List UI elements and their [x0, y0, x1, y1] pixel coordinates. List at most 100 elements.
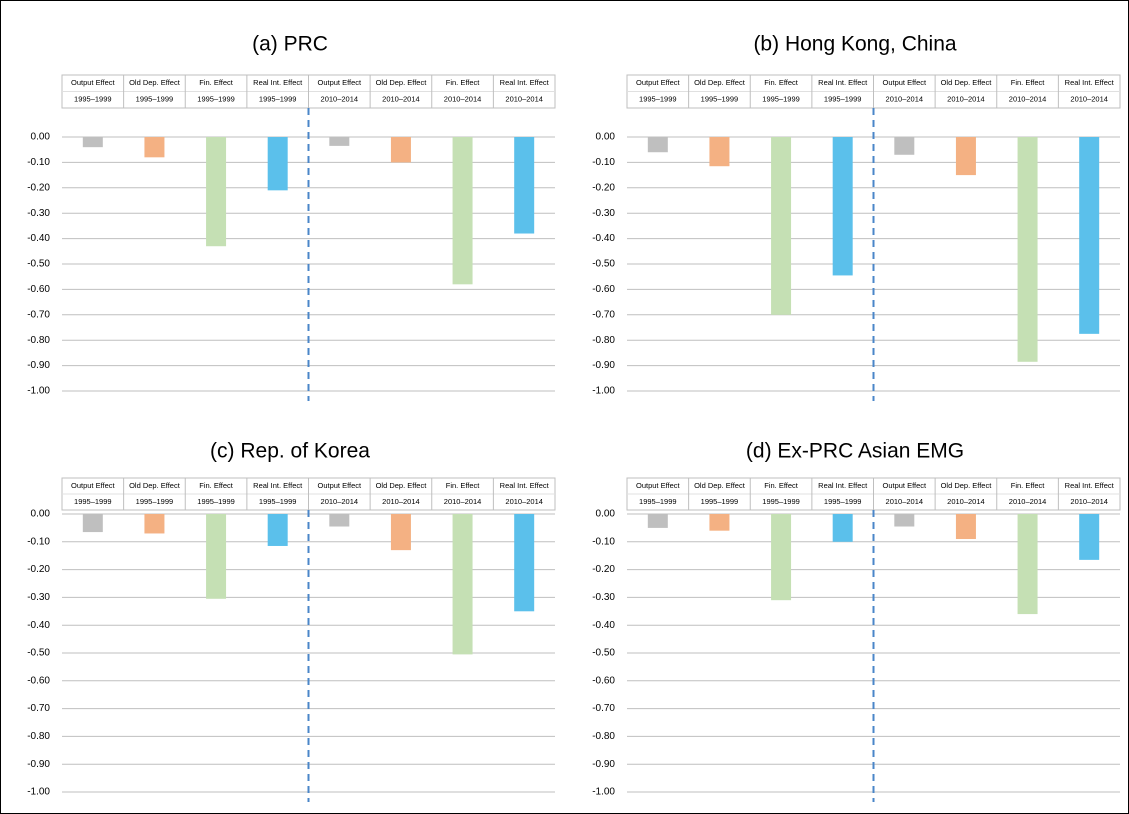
bar — [267, 137, 288, 191]
y-tick-label: -0.40 — [27, 233, 50, 244]
bar — [82, 514, 103, 533]
y-tick-label: 0.00 — [31, 132, 51, 143]
y-tick-label: -0.70 — [592, 703, 615, 714]
x-tick-label: 1995–1999 — [701, 95, 739, 104]
y-tick-label: -0.30 — [592, 592, 615, 603]
x-tick-label: Fin. Effect — [446, 78, 481, 87]
y-tick-label: -0.20 — [27, 564, 50, 575]
x-tick-label: 2010–2014 — [886, 95, 924, 104]
y-tick-label: -1.00 — [592, 386, 615, 397]
x-tick-label: Real Int. Effect — [253, 78, 303, 87]
y-tick-label: -0.70 — [592, 309, 615, 320]
x-tick-label: 1995–1999 — [259, 95, 297, 104]
x-tick-label: 2010–2014 — [444, 497, 482, 506]
bar — [329, 514, 350, 527]
y-tick-label: -0.10 — [592, 157, 615, 168]
bar — [206, 514, 227, 599]
y-tick-label: -0.80 — [592, 731, 615, 742]
x-tick-label: Old Dep. Effect — [129, 481, 181, 490]
x-tick-label: Real Int. Effect — [818, 78, 868, 87]
x-tick-label: Output Effect — [71, 78, 116, 87]
x-tick-label: Fin. Effect — [764, 481, 799, 490]
x-tick-label: 1995–1999 — [197, 497, 235, 506]
y-tick-label: -1.00 — [27, 386, 50, 397]
x-tick-label: Fin. Effect — [199, 481, 234, 490]
y-tick-label: 0.00 — [596, 509, 616, 520]
y-tick-label: -0.40 — [592, 620, 615, 631]
x-tick-label: 2010–2014 — [886, 497, 924, 506]
x-tick-label: 2010–2014 — [505, 497, 543, 506]
x-tick-label: 1995–1999 — [824, 497, 862, 506]
y-tick-label: -0.10 — [592, 536, 615, 547]
x-tick-label: 1995–1999 — [639, 95, 677, 104]
bar — [390, 137, 411, 163]
bar — [894, 514, 915, 527]
y-tick-label: -0.80 — [27, 731, 50, 742]
bar — [452, 514, 473, 655]
x-tick-label: Fin. Effect — [764, 78, 799, 87]
y-tick-label: -0.80 — [592, 335, 615, 346]
x-tick-label: 1995–1999 — [762, 497, 800, 506]
bar — [955, 514, 976, 540]
y-tick-label: 0.00 — [31, 509, 51, 520]
x-tick-label: Old Dep. Effect — [376, 481, 428, 490]
x-tick-label: Output Effect — [71, 481, 116, 490]
bar — [144, 514, 165, 534]
x-tick-label: Fin. Effect — [1011, 481, 1046, 490]
bar — [514, 137, 535, 234]
y-tick-label: -0.10 — [27, 536, 50, 547]
x-tick-label: 2010–2014 — [321, 95, 359, 104]
x-tick-label: Real Int. Effect — [500, 78, 550, 87]
y-tick-label: -0.30 — [27, 208, 50, 219]
x-tick-label: 1995–1999 — [259, 497, 297, 506]
x-tick-label: 1995–1999 — [136, 95, 174, 104]
bar — [647, 514, 668, 528]
y-tick-label: -0.60 — [27, 284, 50, 295]
x-tick-label: 2010–2014 — [1070, 497, 1108, 506]
x-tick-label: 2010–2014 — [382, 497, 420, 506]
y-tick-label: -0.70 — [27, 703, 50, 714]
x-tick-label: 1995–1999 — [74, 95, 112, 104]
y-tick-label: -0.90 — [592, 759, 615, 770]
y-tick-label: -0.20 — [592, 182, 615, 193]
y-tick-label: -0.50 — [592, 259, 615, 270]
y-tick-label: -0.60 — [27, 675, 50, 686]
y-tick-label: -0.30 — [592, 208, 615, 219]
y-tick-label: -0.20 — [592, 564, 615, 575]
x-tick-label: 2010–2014 — [947, 95, 985, 104]
x-tick-label: Old Dep. Effect — [941, 481, 993, 490]
bar — [771, 514, 792, 601]
x-tick-label: Output Effect — [317, 78, 362, 87]
x-tick-label: Fin. Effect — [199, 78, 234, 87]
bar — [771, 137, 792, 315]
bar — [832, 514, 853, 542]
bar — [709, 137, 730, 167]
x-tick-label: 2010–2014 — [505, 95, 543, 104]
x-tick-label: 1995–1999 — [762, 95, 800, 104]
bar — [894, 137, 915, 155]
x-tick-label: Real Int. Effect — [1065, 78, 1115, 87]
chart-title: (a) PRC — [252, 33, 328, 56]
x-tick-label: Old Dep. Effect — [694, 78, 746, 87]
bar — [452, 137, 473, 285]
y-tick-label: -0.50 — [592, 648, 615, 659]
bar — [267, 514, 288, 546]
y-tick-label: -1.00 — [592, 787, 615, 798]
bar — [955, 137, 976, 176]
bar — [82, 137, 103, 148]
x-tick-label: Output Effect — [882, 78, 927, 87]
x-tick-label: Old Dep. Effect — [376, 78, 428, 87]
bar — [206, 137, 227, 247]
bar — [390, 514, 411, 551]
y-tick-label: -0.90 — [27, 759, 50, 770]
bar — [1017, 514, 1038, 615]
y-tick-label: -0.40 — [27, 620, 50, 631]
x-tick-label: 1995–1999 — [74, 497, 112, 506]
y-tick-label: -0.50 — [27, 259, 50, 270]
x-tick-label: 2010–2014 — [1070, 95, 1108, 104]
x-tick-label: Output Effect — [636, 78, 681, 87]
x-tick-label: 2010–2014 — [382, 95, 420, 104]
bar — [709, 514, 730, 531]
x-tick-label: Output Effect — [317, 481, 362, 490]
